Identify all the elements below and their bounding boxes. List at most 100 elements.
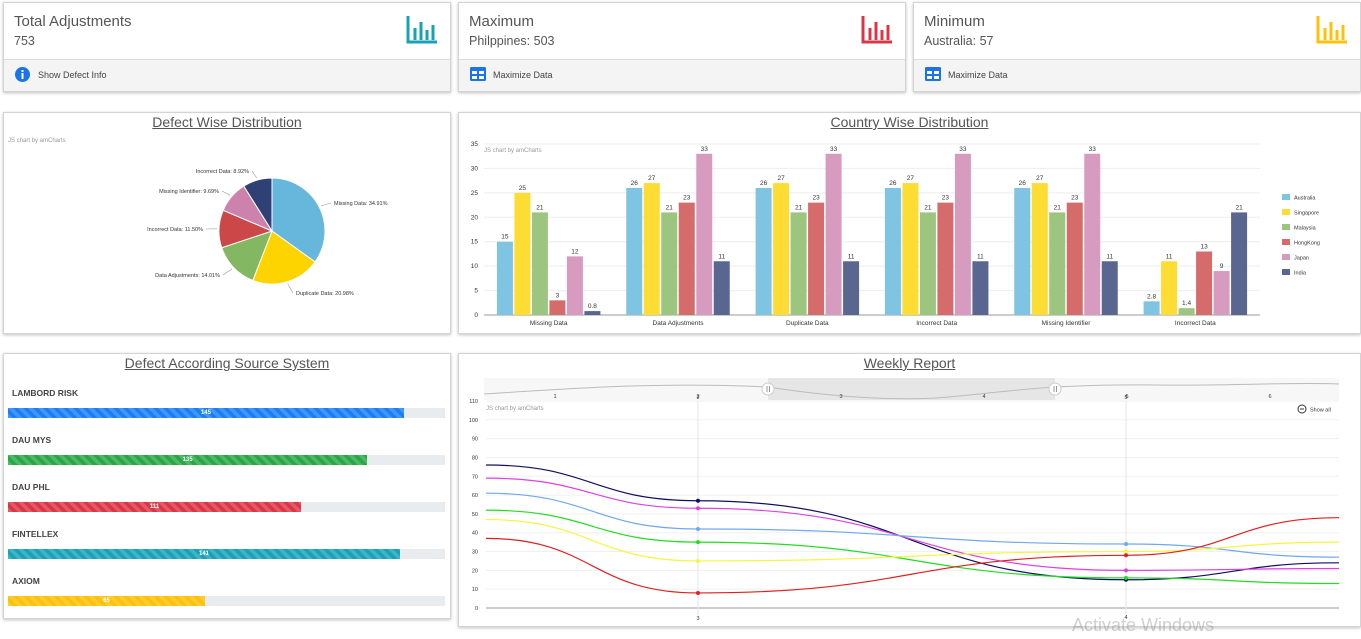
- progress-track: 145: [8, 408, 445, 418]
- series-point: [696, 506, 700, 511]
- scrollbar-grip-left[interactable]: [761, 382, 775, 396]
- bar: [755, 187, 772, 315]
- bar: [808, 202, 825, 315]
- footer-label: Show Defect Info: [38, 70, 107, 80]
- series-point: [696, 526, 700, 531]
- bar-value-label: 3: [556, 292, 560, 299]
- bar: [661, 212, 678, 315]
- bar: [843, 261, 860, 315]
- bar: [626, 187, 643, 315]
- bar: [1101, 261, 1118, 315]
- stat-title: Maximum: [469, 13, 535, 30]
- pie-chart: JS chart by amCharts Missing Data: 34.91…: [8, 138, 388, 297]
- panel-title: Country Wise Distribution: [830, 114, 989, 130]
- x-tick-label: Incorrect Data: [1175, 320, 1216, 327]
- bar: [1084, 153, 1101, 315]
- series-line: [485, 517, 1340, 594]
- bar: [1196, 251, 1213, 315]
- grip-mark: [1056, 386, 1057, 392]
- bar: [1066, 202, 1083, 315]
- scrollbar-grip-right[interactable]: [1048, 382, 1062, 396]
- series-point: [696, 558, 700, 563]
- bar-value-label: 27: [648, 175, 656, 182]
- pie-label: Duplicate Data: 20.98%: [296, 291, 354, 297]
- scrollbar-selection[interactable]: [768, 378, 1055, 400]
- series-point: [1124, 549, 1128, 554]
- bar: [1049, 212, 1066, 315]
- bar-value-label: 26: [889, 180, 897, 187]
- bar: [643, 183, 660, 315]
- bar: [954, 153, 971, 315]
- pie-slice: [252, 230, 316, 285]
- stat-card-maximum: Maximum Philppines: 503 Maximize Data: [458, 2, 906, 92]
- bar-value-label: 33: [959, 146, 967, 153]
- source-label: LAMBORD RISK: [12, 388, 79, 398]
- bar-value-label: 13: [1200, 243, 1208, 250]
- bar: [1231, 212, 1248, 315]
- legend-label: Malaysia: [1294, 226, 1317, 232]
- progress-value: 111: [149, 504, 160, 510]
- series-line: [485, 518, 1340, 562]
- bar: [549, 300, 566, 315]
- bar-value-label: 9: [1220, 263, 1224, 270]
- y-tick-label: 80: [472, 455, 478, 461]
- bar-value-label: 0.8: [588, 303, 597, 310]
- y-tick-label: 40: [472, 531, 478, 537]
- progress-value: 145: [200, 410, 211, 416]
- legend-label: Singapore: [1294, 211, 1319, 217]
- series-point: [1124, 542, 1128, 547]
- legend-swatch: [1282, 209, 1290, 215]
- bar: [1031, 183, 1048, 315]
- country-wise-panel: Country Wise Distribution JS chart by am…: [458, 112, 1361, 334]
- info-icon: [15, 67, 30, 82]
- x-tick-label: Incorrect Data: [916, 320, 957, 327]
- progress-value: 135: [182, 457, 193, 463]
- series-point: [1124, 575, 1128, 580]
- y-tick-label: 110: [469, 399, 478, 405]
- pie-slice: [243, 177, 273, 233]
- bar-value-label: 23: [942, 195, 950, 202]
- scrollbar-tick: 5: [1125, 394, 1128, 400]
- maximize-data-link[interactable]: Maximize Data: [914, 59, 1360, 91]
- scrollbar-tick: 3: [839, 394, 842, 400]
- pie-label: Incorrect Data: 8.92%: [196, 169, 249, 175]
- table-icon: [925, 67, 941, 81]
- source-label: AXIOM: [12, 576, 40, 586]
- progress-value: 65: [103, 598, 110, 604]
- y-tick-label: 50: [472, 512, 478, 518]
- bar-value-label: 25: [519, 185, 527, 192]
- source-system-panel: Defect According Source System LAMBORD R…: [3, 353, 451, 619]
- bar: [1178, 308, 1195, 315]
- progress-track: 141: [8, 549, 445, 559]
- legend-swatch: [1282, 254, 1290, 260]
- bar: [919, 212, 936, 315]
- legend-swatch: [1282, 239, 1290, 245]
- series-point: [1124, 553, 1128, 558]
- show-defect-info-link[interactable]: Show Defect Info: [4, 59, 450, 91]
- pie-label: Data Adjustments: 14.01%: [155, 273, 220, 279]
- bar-value-label: 11: [848, 253, 855, 260]
- y-tick-label: 15: [471, 239, 479, 246]
- bar: [713, 261, 730, 315]
- y-tick-label: 25: [471, 190, 479, 197]
- bar: [696, 153, 713, 315]
- bar: [566, 256, 583, 315]
- weekly-report-panel: Weekly Report 1 2 3 4 5 6 JS chart by amChart…: [458, 353, 1361, 627]
- stat-value: Philppines: 503: [469, 34, 555, 48]
- bar-value-label: 11: [977, 253, 984, 260]
- series-point: [696, 590, 700, 595]
- stat-card-total: Total Adjustments 753 Show Defect Info: [3, 2, 451, 92]
- bar: [773, 183, 790, 315]
- bar-chart-icon: [861, 16, 892, 44]
- y-tick-label: 20: [471, 214, 479, 221]
- bar-chart: JS chart by amCharts 0 5 10 15 20 25 30 35 15 25 2…: [471, 141, 1320, 327]
- grip-mark: [769, 386, 770, 392]
- progress-fill: 65: [8, 596, 206, 606]
- maximize-data-link[interactable]: Maximize Data: [459, 59, 905, 91]
- stat-value: Australia: 57: [924, 34, 994, 48]
- progress-track: 65: [8, 596, 445, 606]
- series-point: [696, 498, 700, 503]
- bar: [1014, 187, 1031, 315]
- panel-title: Weekly Report: [863, 355, 956, 371]
- show-all-button[interactable]: Show all: [1297, 404, 1331, 414]
